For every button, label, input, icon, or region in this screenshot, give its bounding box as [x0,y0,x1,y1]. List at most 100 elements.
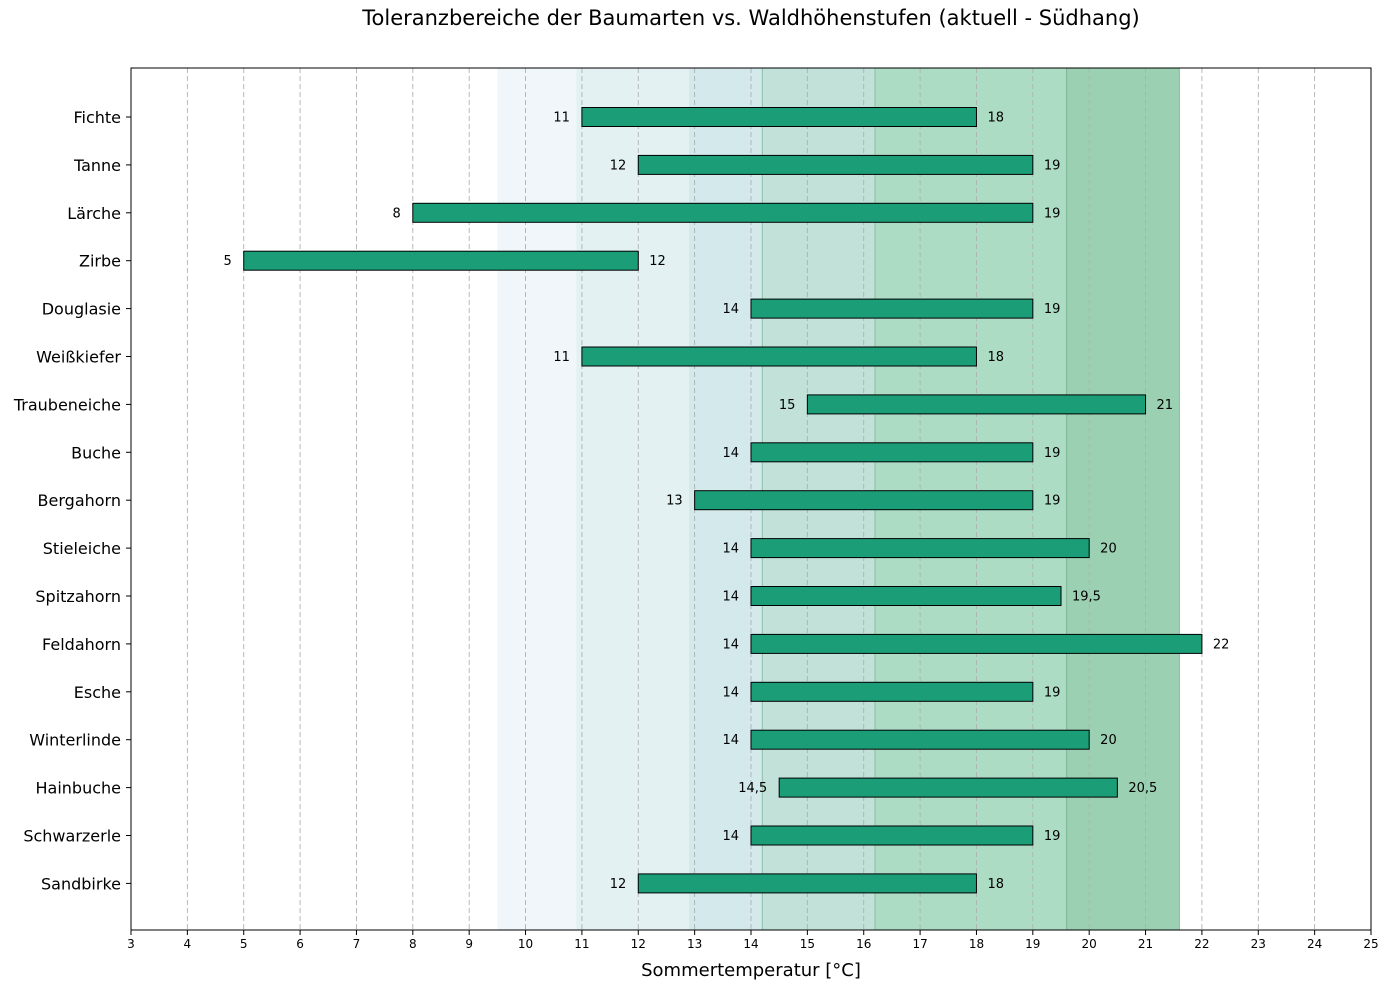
min-label-10: 14 [722,590,739,605]
min-label-0: 11 [553,111,570,126]
bars [243,107,1203,894]
max-label-4: 19 [1044,302,1061,317]
x-tick-label: 25 [1363,937,1378,951]
x-tick-label: 16 [856,937,871,951]
bar-13 [750,729,1090,750]
bar-7 [750,442,1034,463]
max-label-10: 19,5 [1072,590,1101,605]
x-axis-label: Sommertemperatur [°C] [641,960,861,981]
min-label-4: 14 [722,302,739,317]
bar-6 [806,394,1147,415]
y-tick-label: Schwarzerle [23,827,121,846]
x-tick-label: 19 [1025,937,1040,951]
bar-5 [581,346,977,367]
bar-0 [581,107,977,127]
bar-3 [243,250,639,271]
y-tick-label: Zirbe [79,252,121,271]
max-label-3: 12 [649,254,666,269]
bar-4 [750,298,1034,319]
y-tick-label: Sandbirke [41,874,121,893]
max-label-15: 19 [1044,829,1061,844]
bar-9 [750,538,1090,559]
x-tick-label: 10 [518,937,533,951]
y-tick-label: Fichte [73,108,121,127]
y-tick-label: Tanne [73,156,121,175]
x-tick-label: 7 [353,937,361,951]
min-label-6: 15 [779,398,796,413]
x-tick-label: 23 [1251,937,1266,951]
min-label-9: 14 [722,542,739,557]
bar-10 [750,586,1062,606]
y-tick-label: Spitzahorn [35,587,121,606]
x-tick-label: 4 [184,937,192,951]
y-tick-label: Hainbuche [36,779,122,798]
bar-1 [637,154,1034,175]
y-tick-label: Buche [71,443,121,462]
x-tick-label: 21 [1138,937,1153,951]
max-label-16: 18 [987,877,1004,892]
x-tick-label: 6 [296,937,304,951]
min-label-3: 5 [223,254,231,269]
y-tick-label: Bergahorn [38,491,121,510]
x-tick-label: 5 [240,937,248,951]
min-label-11: 14 [722,637,739,652]
min-label-13: 14 [722,733,739,748]
x-tick-label: 11 [574,937,589,951]
chart-title: Toleranzbereiche der Baumarten vs. Waldh… [362,6,1140,30]
bar-15 [750,825,1034,846]
x-axis-ticks: 3 4 5 6 7 8 9 10 11 12 13 14 15 16 17 18 19 20 21 22 23 24 25 [127,930,1379,951]
x-tick-label: 8 [409,937,417,951]
min-label-15: 14 [722,829,739,844]
max-label-2: 19 [1044,206,1061,221]
min-label-5: 11 [553,350,570,365]
x-tick-label: 18 [969,937,984,951]
x-tick-label: 22 [1194,937,1209,951]
x-tick-label: 14 [743,937,758,951]
min-label-7: 14 [722,446,739,461]
y-tick-label: Winterlinde [29,731,121,750]
y-tick-label: Stieleiche [43,539,121,558]
y-tick-label: Traubeneiche [13,395,121,414]
x-tick-label: 9 [465,937,473,951]
y-axis-ticks: Fichte Tanne Lärche Zirbe Douglasie Weißkiefe… [13,108,131,893]
x-tick-label: 12 [631,937,646,951]
min-label-1: 12 [610,158,627,173]
max-label-6: 21 [1157,398,1174,413]
zone-band-0 [497,68,577,930]
x-tick-label: 24 [1307,937,1322,951]
max-label-11: 22 [1213,637,1230,652]
y-tick-label: Lärche [67,204,121,223]
min-label-12: 14 [722,685,739,700]
bar-12 [750,681,1034,702]
max-label-7: 19 [1044,446,1061,461]
y-tick-label: Feldahorn [42,635,121,654]
y-tick-label: Esche [74,683,121,702]
zone-band-5 [1066,68,1180,930]
x-tick-label: 20 [1082,937,1097,951]
max-label-13: 20 [1100,733,1117,748]
bar-2 [412,202,1034,223]
bar-8 [694,490,1034,511]
x-tick-label: 3 [127,937,135,951]
min-label-2: 8 [393,206,401,221]
min-label-8: 13 [666,494,683,509]
min-label-16: 12 [610,877,627,892]
value-labels: 11 18 12 19 8 19 5 12 14 19 11 18 15 21 14 19 13 19 14 20 14… [223,111,1229,892]
max-label-14: 20,5 [1128,781,1157,796]
bar-11 [750,633,1203,654]
max-label-0: 18 [987,111,1004,126]
y-tick-label: Weißkiefer [36,348,121,367]
x-tick-label: 15 [800,937,815,951]
bar-16 [637,873,977,894]
max-label-1: 19 [1044,158,1061,173]
max-label-9: 20 [1100,542,1117,557]
y-tick-label: Douglasie [42,300,121,319]
bar-14 [778,777,1118,798]
max-label-8: 19 [1044,494,1061,509]
min-label-14: 14,5 [738,781,767,796]
x-tick-label: 17 [912,937,927,951]
max-label-5: 18 [987,350,1004,365]
x-tick-label: 13 [687,937,702,951]
max-label-12: 19 [1044,685,1061,700]
